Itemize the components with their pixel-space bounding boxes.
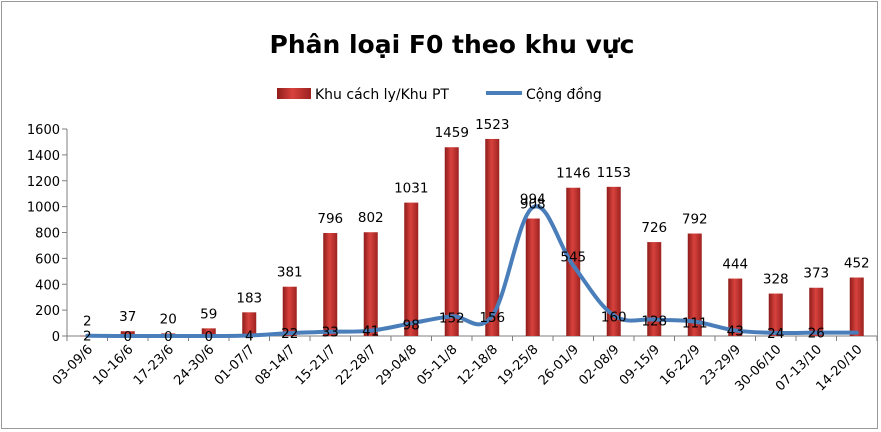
bar bbox=[120, 331, 135, 336]
chart-title: Phân loại F0 theo khu vực bbox=[270, 30, 635, 59]
bar-value-label: 726 bbox=[641, 220, 667, 236]
line-value-label: 160 bbox=[601, 309, 627, 325]
line-series bbox=[85, 204, 859, 339]
x-tick-label: 15-21/7 bbox=[293, 342, 339, 388]
line-value-label: 2 bbox=[83, 329, 92, 345]
bar-value-label: 328 bbox=[763, 272, 789, 288]
y-tick-label: 1400 bbox=[27, 149, 60, 164]
y-tick-label: 800 bbox=[35, 227, 60, 242]
bar-value-label: 373 bbox=[803, 266, 829, 282]
bar-value-label: 802 bbox=[358, 210, 384, 226]
line-value-label: 26 bbox=[808, 326, 825, 342]
chart-legend: Khu cách ly/Khu PT Cộng đồng bbox=[277, 86, 602, 103]
x-tick-label: 09-15/9 bbox=[617, 342, 663, 388]
line-value-label: 0 bbox=[164, 329, 173, 345]
x-tick-label: 22-28/7 bbox=[333, 342, 379, 388]
line-value-label: 111 bbox=[682, 316, 708, 332]
legend-swatch-bar bbox=[277, 88, 311, 99]
line-value-label: 24 bbox=[767, 326, 784, 342]
bar-value-label: 1153 bbox=[597, 165, 631, 181]
legend-label-line: Cộng đồng bbox=[526, 86, 602, 103]
line-value-label: 156 bbox=[479, 310, 505, 326]
x-tick-label: 12-18/8 bbox=[455, 342, 501, 388]
x-tick-label: 24-30/6 bbox=[171, 342, 217, 388]
x-tick-label: 02-08/9 bbox=[576, 342, 622, 388]
line-value-label: 994 bbox=[520, 191, 546, 207]
bar bbox=[282, 286, 297, 336]
bar bbox=[485, 138, 500, 336]
line-value-label: 43 bbox=[727, 323, 744, 339]
y-tick-label: 200 bbox=[35, 304, 60, 319]
bar-value-label: 59 bbox=[200, 306, 217, 322]
bar-value-label: 444 bbox=[722, 257, 748, 273]
line-value-label: 545 bbox=[560, 249, 586, 265]
bar-value-label: 452 bbox=[844, 256, 870, 272]
bar-value-label: 792 bbox=[682, 212, 708, 228]
y-tick-label: 1000 bbox=[27, 201, 60, 216]
y-tick-label: 400 bbox=[35, 278, 60, 293]
bar-value-label: 183 bbox=[236, 290, 262, 306]
y-axis: 0 200 400 600 800 1000 1200 1400 1600 bbox=[27, 123, 68, 345]
bar-series bbox=[80, 138, 864, 337]
x-tick-label: 29-04/8 bbox=[374, 342, 420, 388]
x-tick-label: 01-07/7 bbox=[212, 342, 258, 388]
line-path-cong-dong bbox=[85, 204, 859, 339]
y-tick-label: 600 bbox=[35, 252, 60, 267]
bar bbox=[566, 187, 581, 336]
bar bbox=[323, 233, 338, 336]
bar bbox=[404, 202, 419, 336]
bar-value-label: 908 bbox=[520, 197, 546, 213]
y-tick-label: 1600 bbox=[27, 123, 60, 138]
y-tick-label: 0 bbox=[52, 330, 60, 345]
bar-value-label: 1031 bbox=[394, 181, 428, 197]
bar bbox=[242, 312, 257, 336]
bar-value-label: 2 bbox=[83, 314, 92, 330]
line-value-label: 128 bbox=[641, 313, 667, 329]
y-tick-label: 1200 bbox=[27, 175, 60, 190]
line-value-label: 0 bbox=[204, 329, 213, 345]
bar bbox=[606, 186, 621, 336]
bar-value-label: 1523 bbox=[475, 117, 509, 133]
bar bbox=[849, 277, 864, 336]
line-value-label: 98 bbox=[403, 317, 420, 333]
bar bbox=[687, 233, 702, 336]
line-value-label: 22 bbox=[281, 326, 298, 342]
legend-label-bar: Khu cách ly/Khu PT bbox=[315, 87, 449, 103]
x-tick-label: 19-25/8 bbox=[495, 342, 541, 388]
bar bbox=[363, 232, 378, 336]
bar-value-label: 1146 bbox=[556, 166, 590, 182]
x-tick-label: 03-09/6 bbox=[50, 342, 96, 388]
bar-value-label: 1459 bbox=[435, 125, 469, 141]
bar bbox=[647, 242, 662, 336]
bar bbox=[728, 278, 743, 336]
x-axis: 03-09/610-16/617-23/624-30/601-07/708-14… bbox=[50, 335, 878, 394]
bar-value-label: 37 bbox=[119, 309, 136, 325]
x-tick-label: 17-23/6 bbox=[131, 342, 177, 388]
line-value-label: 152 bbox=[439, 310, 465, 326]
line-value-label: 33 bbox=[322, 325, 339, 341]
bar-value-label: 381 bbox=[277, 265, 303, 281]
x-tick-label: 08-14/7 bbox=[252, 342, 298, 388]
bar bbox=[444, 147, 459, 336]
line-value-label: 4 bbox=[245, 328, 254, 344]
bar bbox=[525, 218, 540, 336]
line-value-label: 41 bbox=[362, 324, 379, 340]
bar-value-label: 20 bbox=[160, 311, 177, 327]
bar bbox=[201, 328, 216, 336]
x-tick-label: 26-01/9 bbox=[536, 342, 582, 388]
bar bbox=[768, 293, 783, 336]
x-tick-label: 16-22/9 bbox=[657, 342, 703, 388]
bar bbox=[809, 287, 824, 336]
x-tick-label: 05-11/8 bbox=[414, 342, 460, 388]
line-value-label: 0 bbox=[123, 329, 132, 345]
bar-value-label: 796 bbox=[317, 211, 343, 227]
x-tick-label: 10-16/6 bbox=[90, 342, 136, 388]
